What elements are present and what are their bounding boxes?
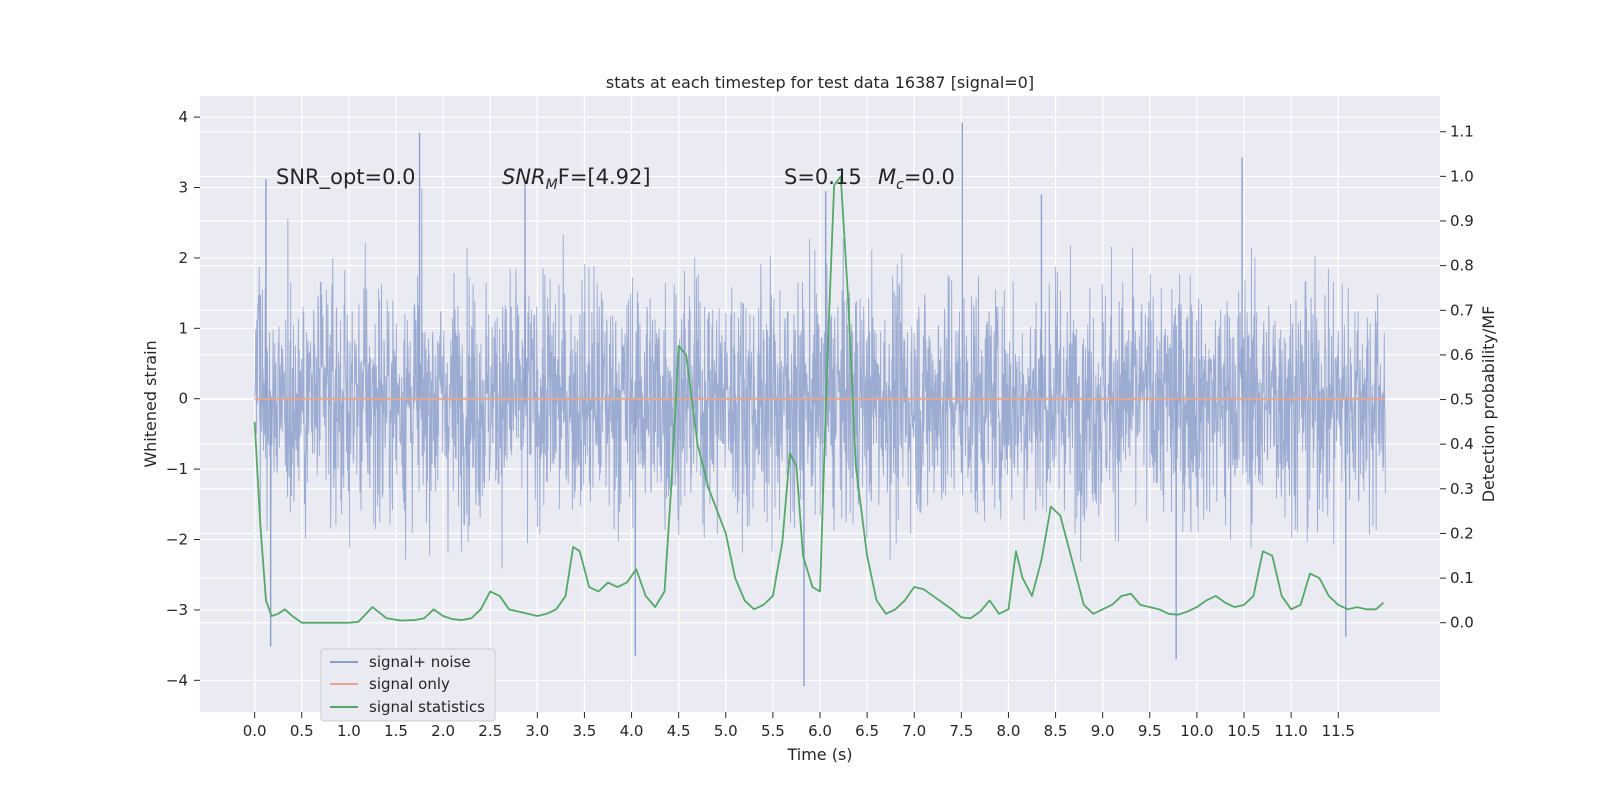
y-left-tick-label: −1 <box>166 460 188 478</box>
x-axis-label: Time (s) <box>786 745 852 764</box>
y-right-tick-label: 1.0 <box>1450 167 1474 185</box>
y-left-tick-label: 4 <box>178 108 188 126</box>
annotation-mc-base: M <box>878 165 896 189</box>
signal-noise-line <box>254 188 1386 569</box>
x-tick-label: 0.5 <box>290 722 314 740</box>
x-tick-label: 7.5 <box>949 722 973 740</box>
x-tick-label: 6.5 <box>855 722 879 740</box>
signal-statistics-line <box>253 175 1385 624</box>
y-right-tick-label: 0.8 <box>1450 257 1474 275</box>
x-tick-label: 4.5 <box>667 722 691 740</box>
y-right-tick-label: 0.6 <box>1450 346 1474 364</box>
annotation-snr-mf: SNRMF=[4.92] <box>502 165 651 193</box>
y-left-tick-label: 2 <box>178 249 188 267</box>
x-tick-label: 11.5 <box>1322 722 1355 740</box>
annotation-mc-sub: c <box>896 177 904 193</box>
y-right-tick-label: 0.3 <box>1450 480 1474 498</box>
annotation-snr-opt: SNR_opt=0.0 <box>276 165 416 190</box>
y-left-tick-label: −2 <box>166 531 188 549</box>
x-tick-label: 1.5 <box>384 722 408 740</box>
y-left-tick-label: 3 <box>178 179 188 197</box>
y-right-tick-label: 0.7 <box>1450 301 1474 319</box>
annotation-mc: Mc=0.0 <box>878 165 955 193</box>
y-right-tick-label: 1.1 <box>1450 123 1474 141</box>
annotation-snr-mf-base: SNR <box>502 165 546 189</box>
legend-label-signal-only: signal only <box>369 675 450 693</box>
x-tick-label: 7.0 <box>902 722 926 740</box>
y-axis-right-ticks: 1.1 1.0 0.9 0.8 0.7 0.6 0.5 0.4 0.3 0.2 0.1 0.0 <box>1440 123 1474 632</box>
x-tick-label: 1.0 <box>337 722 361 740</box>
y-right-tick-label: 0.9 <box>1450 212 1474 230</box>
legend-label-signal-statistics: signal statistics <box>369 698 485 716</box>
y-left-tick-label: −4 <box>166 671 188 689</box>
x-tick-label: 9.5 <box>1138 722 1162 740</box>
x-tick-label: 6.0 <box>808 722 832 740</box>
x-tick-label: 3.5 <box>573 722 597 740</box>
chart-title: stats at each timestep for test data 163… <box>606 73 1034 92</box>
x-tick-label: 4.0 <box>620 722 644 740</box>
x-tick-label: 11.0 <box>1274 722 1307 740</box>
annotation-s-stat: S=0.15 <box>784 165 862 189</box>
y-right-tick-label: 0.4 <box>1450 435 1474 453</box>
y-left-tick-label: 0 <box>178 390 188 408</box>
x-tick-label: 10.5 <box>1227 722 1260 740</box>
x-tick-label: 3.0 <box>525 722 549 740</box>
x-tick-label: 2.0 <box>431 722 455 740</box>
x-tick-label: 9.0 <box>1091 722 1115 740</box>
series-signal-statistics <box>253 175 1385 624</box>
legend-label-signal-noise: signal+ noise <box>369 653 471 671</box>
y-left-tick-label: −3 <box>166 601 188 619</box>
x-tick-label: 5.0 <box>714 722 738 740</box>
x-axis-ticks: 0.0 0.5 1.0 1.5 2.0 2.5 3.0 3.5 4.0 4.5 5.0 5.5 6.0 6… <box>243 712 1355 740</box>
series-signal-noise <box>254 122 1386 686</box>
annotation-snr-mf-rest: F=[4.92] <box>558 165 651 189</box>
x-tick-label: 8.0 <box>997 722 1021 740</box>
y-right-tick-label: 0.2 <box>1450 524 1474 542</box>
y-axis-left-ticks: 4 3 2 1 0 −1 −2 −3 −4 <box>166 108 200 689</box>
x-tick-label: 2.5 <box>478 722 502 740</box>
annotation-mc-rest: =0.0 <box>904 165 955 189</box>
y-right-tick-label: 0.1 <box>1450 569 1474 587</box>
y-axis-left-label: Whitened strain <box>141 340 160 467</box>
x-tick-label: 5.5 <box>761 722 785 740</box>
x-tick-label: 8.5 <box>1044 722 1068 740</box>
x-tick-label: 0.0 <box>243 722 267 740</box>
annotation-snr-mf-sub: M <box>546 177 558 193</box>
y-right-tick-label: 0.5 <box>1450 391 1474 409</box>
y-right-tick-label: 0.0 <box>1450 614 1474 632</box>
legend-box <box>320 648 496 722</box>
y-left-tick-label: 1 <box>178 319 188 337</box>
y-axis-right-label: Detection probability/MF <box>1479 306 1498 503</box>
legend: signal+ noise signal only signal statist… <box>320 648 496 722</box>
x-tick-label: 10.0 <box>1180 722 1213 740</box>
